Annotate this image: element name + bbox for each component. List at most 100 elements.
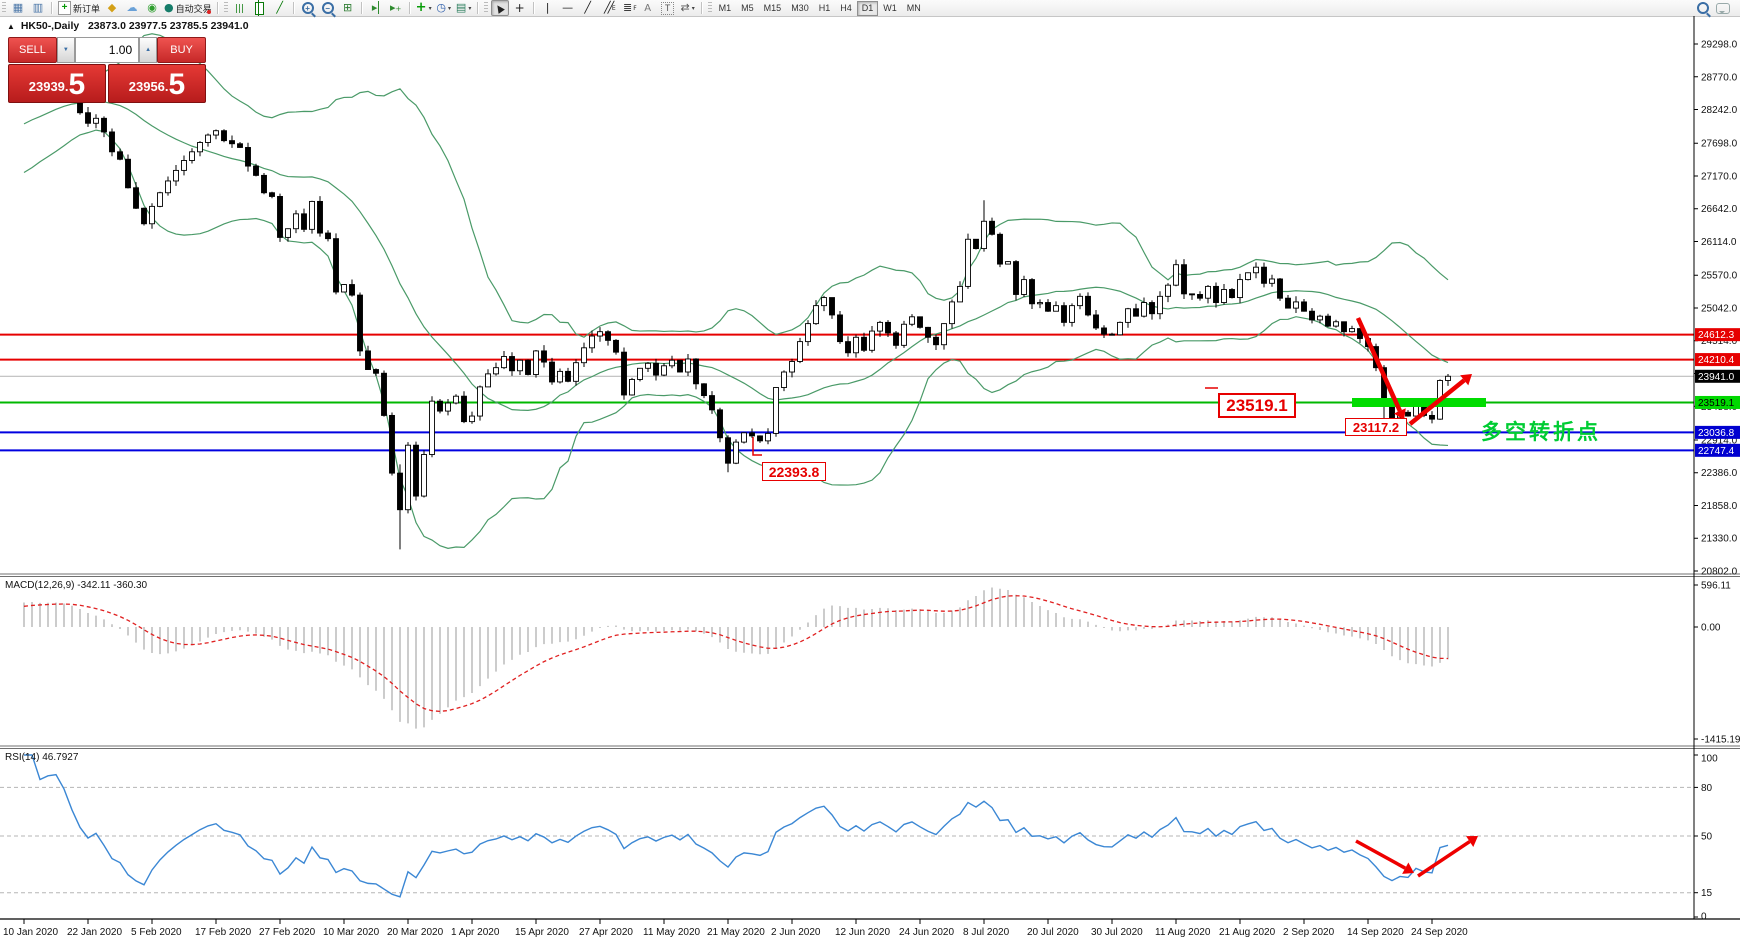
arrows-icon	[681, 1, 690, 15]
cn-turning-point-note[interactable]: 多空转折点	[1481, 421, 1601, 444]
bar-chart-icon	[235, 1, 244, 16]
macd-label: MACD(12,26,9) -342.11 -360.30	[5, 580, 148, 591]
svg-text:28242.0: 28242.0	[1701, 105, 1738, 116]
new-chart-button[interactable]	[9, 0, 27, 16]
svg-text:2 Sep 2020: 2 Sep 2020	[1283, 927, 1335, 938]
autotrading-button[interactable]: 自动交易	[163, 0, 213, 16]
line-chart-button[interactable]	[271, 0, 289, 16]
svg-text:20802.0: 20802.0	[1701, 567, 1738, 578]
templates-button[interactable]: ▾	[455, 0, 473, 16]
timeframe-h1[interactable]: H1	[818, 2, 831, 13]
svg-text:25042.0: 25042.0	[1701, 303, 1738, 314]
timeframe-w1[interactable]: W1	[883, 2, 897, 13]
new-order-button[interactable]: 新订单	[57, 0, 101, 16]
price-annotation-22393[interactable]: 22393.8	[762, 462, 826, 481]
svg-text:24 Jun 2020: 24 Jun 2020	[899, 927, 954, 938]
svg-text:11 May 2020: 11 May 2020	[643, 927, 701, 938]
svg-text:23941.0: 23941.0	[1698, 372, 1735, 383]
trendline-tool[interactable]	[579, 0, 597, 16]
svg-text:596.11: 596.11	[1701, 581, 1731, 592]
svg-text:15 Apr 2020: 15 Apr 2020	[515, 927, 569, 938]
zoom-in-button[interactable]: +	[299, 0, 317, 16]
timeframe-m30[interactable]: M30	[791, 2, 809, 13]
svg-text:30 Jul 2020: 30 Jul 2020	[1091, 927, 1143, 938]
svg-text:0: 0	[1701, 912, 1707, 923]
toolbar: 新订单 自动交易 + − ▾ ▾ ▾ ▾	[0, 0, 1740, 17]
bid-price-button[interactable]: 23939. 5	[8, 64, 106, 103]
autotrading-icon	[164, 1, 174, 15]
cursor-icon	[496, 1, 504, 16]
price-annotation-23519[interactable]: 23519.1	[1218, 393, 1296, 418]
candlestick-button[interactable]	[251, 0, 269, 16]
arrows-tool[interactable]: ▾	[679, 0, 697, 16]
cursor-tool-button[interactable]	[490, 0, 509, 16]
svg-text:26642.0: 26642.0	[1701, 204, 1738, 215]
svg-text:100: 100	[1701, 754, 1718, 765]
text-label-tool[interactable]	[659, 0, 677, 16]
timeframe-mn[interactable]: MN	[906, 2, 921, 13]
bar-chart-button[interactable]	[231, 0, 249, 16]
collapse-triangle-icon[interactable]: ▲	[7, 22, 15, 31]
svg-text:14 Sep 2020: 14 Sep 2020	[1347, 927, 1404, 938]
svg-text:50: 50	[1701, 832, 1713, 843]
chevron-down-icon: ▾	[468, 5, 472, 12]
rsi-label: RSI(14) 46.7927	[5, 752, 79, 763]
chat-button[interactable]	[1714, 0, 1732, 16]
ask-price-button[interactable]: 23956. 5	[108, 64, 206, 103]
svg-text:0.00: 0.00	[1701, 623, 1721, 634]
svg-text:10 Mar 2020: 10 Mar 2020	[323, 927, 380, 938]
fibonacci-tool[interactable]	[619, 0, 637, 16]
zoom-out-button[interactable]: −	[319, 0, 337, 16]
volume-input[interactable]: 1.00	[74, 37, 140, 63]
one-click-trading-panel: SELL ▼ 1.00 ▲ BUY 23939. 5 23956. 5	[8, 37, 206, 103]
search-button[interactable]	[1694, 0, 1712, 16]
volume-decrease-button[interactable]: ▼	[56, 37, 75, 63]
auto-scroll-button[interactable]	[367, 0, 385, 16]
clock-icon	[436, 1, 446, 15]
svg-text:22386.0: 22386.0	[1701, 468, 1738, 479]
svg-text:2 Jun 2020: 2 Jun 2020	[771, 927, 821, 938]
timeframe-d1[interactable]: D1	[856, 0, 879, 16]
svg-text:22747.4: 22747.4	[1698, 446, 1735, 457]
crosshair-icon	[515, 1, 525, 16]
ask-price-main: 23956.	[128, 79, 169, 94]
periods-button[interactable]: ▾	[435, 0, 453, 16]
sell-button[interactable]: SELL	[8, 37, 57, 63]
volume-increase-button[interactable]: ▲	[139, 37, 158, 63]
tile-windows-button[interactable]	[339, 0, 357, 16]
svg-text:21 May 2020: 21 May 2020	[707, 927, 765, 938]
candlestick-icon	[255, 0, 265, 16]
timeframe-m1[interactable]: M1	[718, 2, 732, 13]
chart-canvas[interactable]: 29298.0 28770.0 28242.0 27698.0 27170.0 26642…	[0, 16, 1740, 940]
zoom-out-icon: −	[321, 2, 334, 14]
svg-text:21 Aug 2020: 21 Aug 2020	[1219, 927, 1276, 938]
svg-text:10 Jan 2020: 10 Jan 2020	[3, 927, 58, 938]
channel-icon	[604, 1, 611, 15]
market-watch-button[interactable]	[29, 0, 47, 16]
svg-text:27 Feb 2020: 27 Feb 2020	[259, 927, 316, 938]
search-icon	[1697, 2, 1709, 14]
price-annotation-23117[interactable]: 23117.2	[1345, 418, 1407, 436]
chart-shift-button[interactable]	[387, 0, 405, 16]
toolbar-grip[interactable]	[2, 2, 6, 14]
indicators-button[interactable]: ▾	[415, 0, 433, 16]
cloud-button[interactable]	[123, 0, 141, 16]
svg-text:23036.8: 23036.8	[1698, 428, 1735, 439]
signal-button[interactable]	[143, 0, 161, 16]
svg-text:24210.4: 24210.4	[1698, 355, 1735, 366]
depth-of-market-button[interactable]	[103, 0, 121, 16]
chart-window-icon	[13, 1, 23, 15]
timeframe-m5[interactable]: M5	[741, 2, 754, 13]
crosshair-tool-button[interactable]	[511, 0, 529, 16]
svg-text:29298.0: 29298.0	[1701, 40, 1738, 51]
chart-title: ▲ HK50-,Daily 23873.0 23977.5 23785.5 23…	[7, 20, 249, 32]
vertical-line-tool[interactable]	[539, 0, 557, 16]
text-tool[interactable]	[639, 0, 657, 16]
svg-text:22914.0: 22914.0	[1701, 435, 1738, 446]
channel-tool[interactable]	[599, 0, 617, 16]
timeframe-h4[interactable]: H4	[840, 2, 852, 13]
horizontal-line-tool[interactable]	[559, 0, 577, 16]
timeframe-m15[interactable]: M15	[763, 2, 782, 13]
buy-button[interactable]: BUY	[157, 37, 206, 63]
